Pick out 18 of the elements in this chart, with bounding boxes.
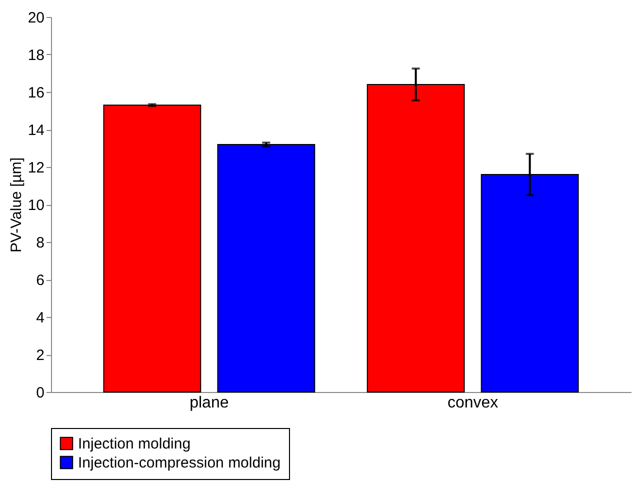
legend-label: Injection molding — [78, 436, 191, 452]
bar — [103, 104, 202, 392]
y-tick-label: 12 — [28, 160, 44, 176]
y-tick-label: 8 — [36, 234, 44, 252]
y-tick-label: 6 — [36, 272, 44, 289]
legend-label: Injection-compression molding — [78, 454, 281, 472]
y-tick-label: 20 — [28, 10, 44, 26]
y-tick-label: 10 — [28, 197, 44, 214]
y-tick-label: 16 — [28, 84, 44, 102]
y-tick-label: 18 — [28, 47, 44, 64]
y-tick-label: 4 — [36, 310, 44, 326]
x-tick-label: plane — [190, 394, 229, 412]
y-tick-label: 0 — [36, 384, 44, 402]
bar — [217, 144, 316, 392]
y-tick-label: 14 — [28, 122, 44, 139]
y-tick-label: 2 — [36, 347, 44, 364]
y-axis-title: PV-Value [µm] — [8, 157, 25, 253]
x-tick-label: convex — [447, 394, 498, 412]
